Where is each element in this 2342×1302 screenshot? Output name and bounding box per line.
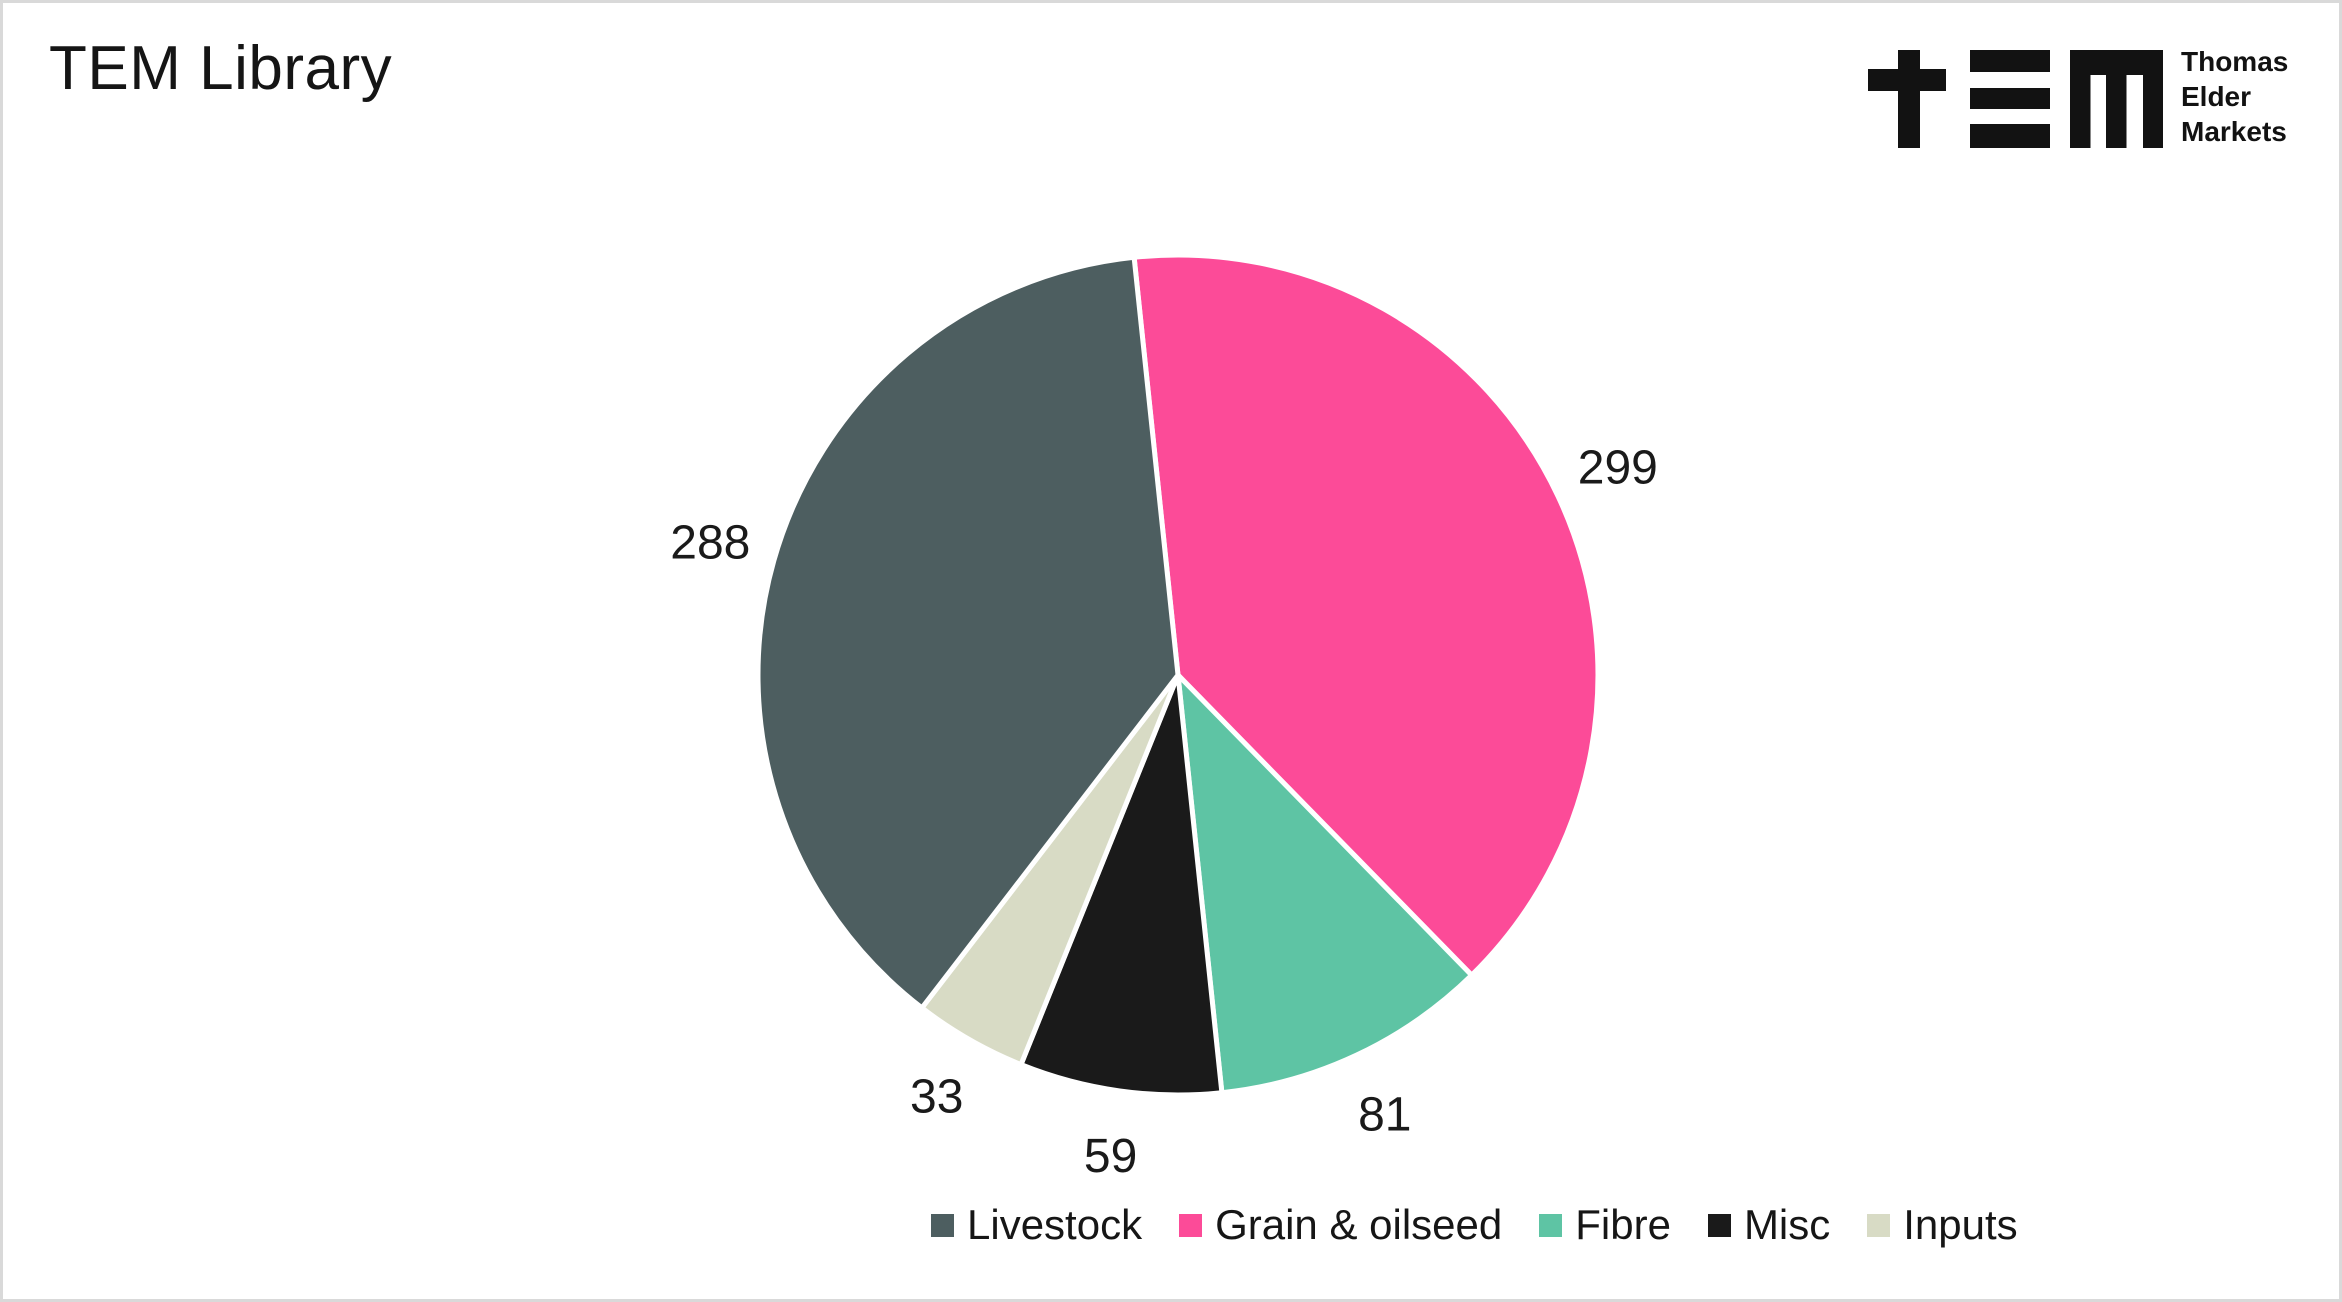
logo-m-notch-left [2090,75,2106,148]
legend-label: Inputs [1903,1201,2018,1248]
data-label-misc: 59 [1084,1130,1137,1183]
data-label-fibre: 81 [1358,1088,1411,1141]
logo-m-block [2070,50,2163,148]
logo-text-line: Markets [2181,116,2287,147]
chart-legend: Livestock Grain & oilseed Fibre Misc Inp… [931,1201,2018,1249]
data-label-inputs: 33 [910,1070,963,1123]
legend-item-fibre[interactable]: Fibre [1539,1201,1671,1249]
data-label-grain-oilseed: 299 [1578,442,1658,495]
logo-text-line: Elder [2181,81,2251,112]
legend-marker-inputs [1867,1213,1891,1237]
logo-text-line: Thomas [2181,46,2288,77]
legend-item-misc[interactable]: Misc [1707,1201,1831,1249]
tem-logo-mark [1868,50,2163,148]
legend-marker-livestock [931,1213,954,1237]
legend-marker-misc [1707,1213,1731,1237]
legend-marker-grain-oilseed [1179,1213,1203,1237]
legend-label: Misc [1743,1201,1831,1248]
legend-item-livestock[interactable]: Livestock [931,1201,1142,1249]
logo-m-notch-right [2126,75,2143,148]
pie-slice-misc[interactable] [1018,672,1225,1098]
pie-chart: 299 81 59 33 288 [670,252,1658,1183]
data-label-livestock: 288 [670,516,750,569]
logo-e-bar-bottom [1970,124,2050,148]
pie-slice-grain-oilseed[interactable] [1131,252,1601,978]
tem-logo-text: Thomas Elder Markets [2181,46,2288,147]
logo-e-bar-top [1970,50,2050,72]
legend-marker-fibre [1539,1213,1563,1237]
logo-plus-horizontal [1868,69,1946,91]
legend-item-grain-oilseed[interactable]: Grain & oilseed [1179,1201,1502,1249]
legend-label: Grain & oilseed [1215,1201,1503,1248]
legend-label: Livestock [967,1201,1143,1248]
legend-label: Fibre [1575,1201,1671,1248]
pie-slice-fibre[interactable] [1175,672,1475,1096]
page-title: TEM Library [49,34,393,103]
legend-item-inputs[interactable]: Inputs [1867,1201,2018,1249]
tem-logo: Thomas Elder Markets [1868,46,2288,148]
logo-e-bar-middle [1970,88,2050,109]
pie-slice-livestock[interactable] [755,254,1181,1011]
